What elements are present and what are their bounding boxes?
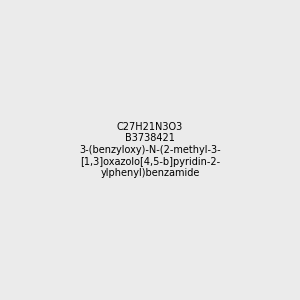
Text: C27H21N3O3
B3738421
3-(benzyloxy)-N-(2-methyl-3-
[1,3]oxazolo[4,5-b]pyridin-2-
y: C27H21N3O3 B3738421 3-(benzyloxy)-N-(2-m… (79, 122, 221, 178)
